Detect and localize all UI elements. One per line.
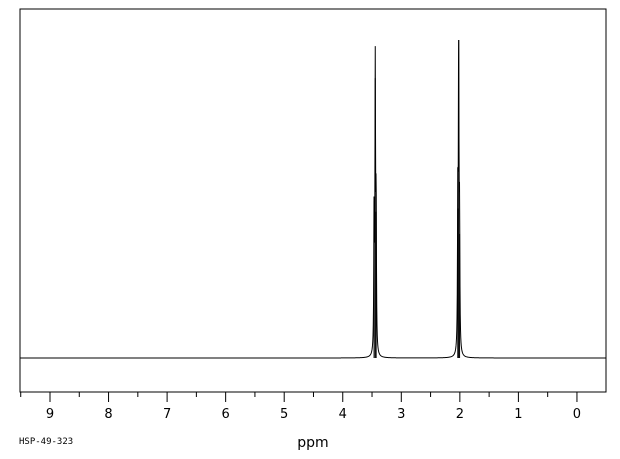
x-tick-label: 9 bbox=[46, 407, 54, 422]
x-tick-label: 7 bbox=[163, 407, 171, 422]
plot-frame bbox=[19, 8, 607, 393]
x-tick-label: 3 bbox=[397, 407, 405, 422]
x-axis-ticks: 9 8 7 6 5 4 3 2 1 0 bbox=[20, 392, 581, 422]
spectrum-line bbox=[20, 39, 606, 359]
x-axis-label: ppm bbox=[297, 435, 328, 451]
x-tick-label: 6 bbox=[222, 407, 230, 422]
x-tick-label: 2 bbox=[456, 407, 464, 422]
x-tick-label: 4 bbox=[339, 407, 347, 422]
spectrum-trace-group bbox=[20, 39, 606, 359]
x-tick-label: 5 bbox=[280, 407, 288, 422]
x-tick-label: 0 bbox=[573, 407, 581, 422]
x-tick-label: 8 bbox=[104, 407, 112, 422]
sample-id-label: HSP-49-323 bbox=[19, 437, 74, 447]
x-tick-label: 1 bbox=[514, 407, 522, 422]
